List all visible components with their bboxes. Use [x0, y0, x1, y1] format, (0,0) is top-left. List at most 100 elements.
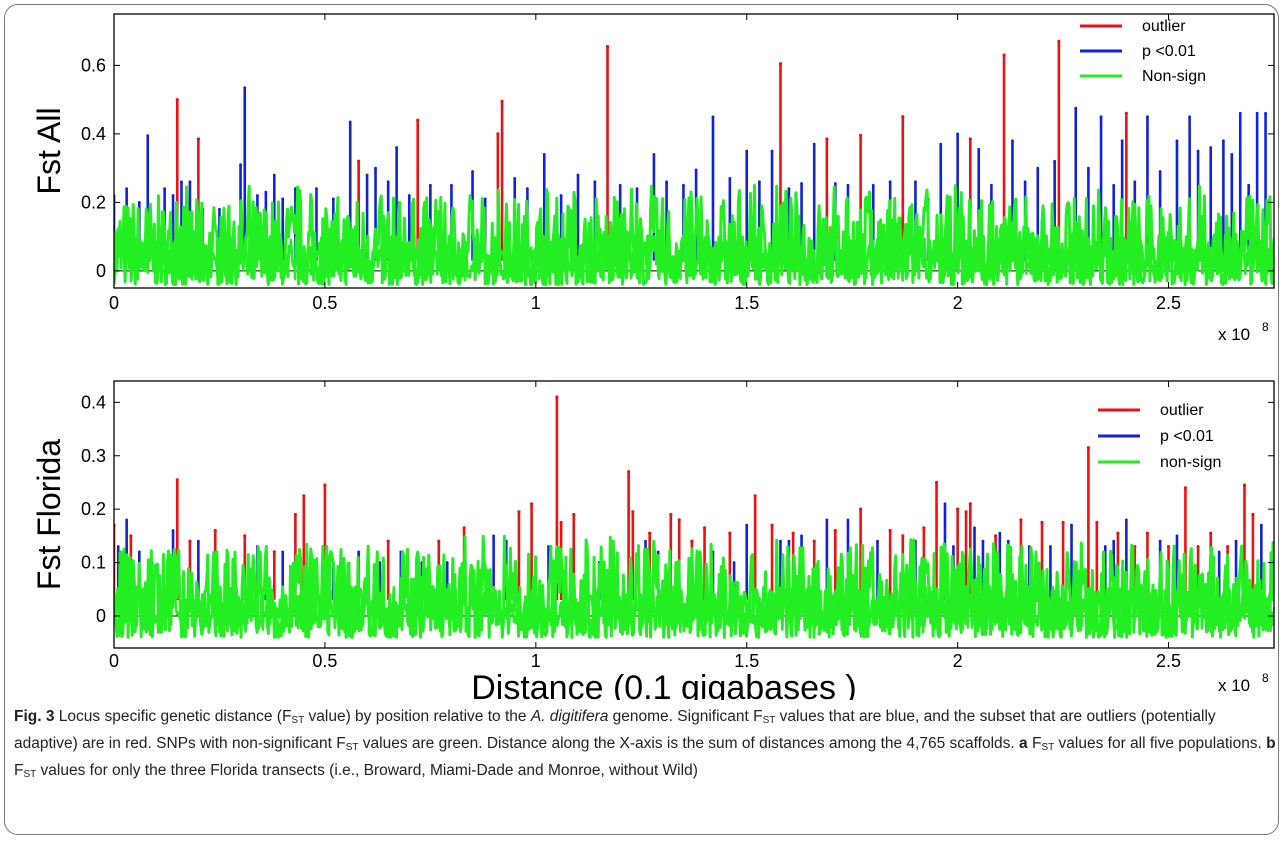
plot-area: [114, 39, 1274, 287]
significant-point: [846, 183, 850, 187]
significant-point: [281, 197, 285, 201]
significant-point: [374, 166, 377, 170]
outlier-point: [753, 494, 757, 498]
outlier-point: [648, 531, 652, 535]
significant-point: [1049, 545, 1052, 548]
y-axis-label: Fst All: [31, 107, 67, 194]
legend: outlier p <0.01 non-sign: [1098, 402, 1221, 471]
significant-point: [1070, 523, 1073, 527]
significant-point: [846, 518, 850, 522]
y-tick-label: 0: [96, 261, 106, 281]
significant-point: [1158, 170, 1162, 173]
legend-label: non-sign: [1160, 454, 1221, 471]
plot-area: [114, 395, 1274, 639]
legend-label: p <0.01: [1142, 43, 1196, 60]
significant-point: [264, 190, 268, 194]
y-tick-label: 0.4: [81, 124, 106, 144]
caption-body: Locus specific genetic distance (FST val…: [14, 708, 1276, 780]
outlier-point: [964, 510, 968, 514]
significant-point: [483, 197, 487, 201]
outlier-point: [833, 528, 837, 533]
outlier-point: [1061, 520, 1065, 525]
outlier-point: [437, 539, 441, 543]
significant-point: [1238, 111, 1242, 115]
caption-part: value) by position relative to the: [304, 708, 531, 725]
significant-point: [833, 182, 837, 185]
significant-point: [559, 194, 563, 197]
outlier-point: [1251, 512, 1255, 517]
outlier-point: [702, 526, 707, 530]
significant-point: [745, 149, 749, 153]
outlier-point: [770, 523, 774, 527]
significant-point: [239, 163, 242, 167]
significant-point: [1221, 139, 1225, 143]
outlier-point: [901, 534, 905, 538]
outlier-point: [357, 159, 361, 163]
x-tick-label: 2.5: [1156, 293, 1181, 313]
significant-point: [492, 534, 496, 538]
significant-point: [1175, 139, 1179, 143]
x-tick-label: 2.5: [1156, 651, 1181, 671]
significant-point: [513, 177, 517, 180]
significant-point: [315, 187, 318, 191]
x-tick-label: 0: [109, 293, 119, 313]
outlier-point: [1095, 520, 1099, 525]
outlier-point: [416, 118, 420, 122]
figure-svg: 0 0.2 0.4 0.6 0 0.5 1 1.5 2 2.5 x 10 8 Fst All outlie…: [31, 13, 1275, 700]
significant-point: [1175, 534, 1179, 538]
caption-part: ST: [345, 742, 359, 753]
outlier-point: [1124, 111, 1128, 115]
x-exponent-power: 8: [1262, 671, 1269, 685]
significant-point: [644, 539, 647, 543]
y-tick-label: 0.4: [81, 392, 106, 412]
outlier-point: [1226, 544, 1230, 549]
significant-point: [1230, 153, 1234, 156]
outlier-point: [825, 137, 829, 141]
significant-point: [1011, 139, 1014, 143]
significant-point: [331, 197, 335, 201]
significant-point: [977, 147, 981, 151]
significant-point: [378, 561, 382, 564]
significant-point: [732, 561, 736, 564]
outlier-point: [1116, 531, 1120, 535]
outlier-point: [778, 62, 783, 66]
significant-point: [348, 120, 352, 124]
outlier-point: [1196, 544, 1200, 549]
outlier-point: [1242, 483, 1247, 487]
significant-point: [525, 187, 529, 191]
significant-point: [1259, 523, 1263, 527]
y-tick-label: 0.2: [81, 192, 106, 212]
significant-point: [1247, 183, 1251, 187]
significant-point: [787, 539, 791, 543]
chart-panel-b: 0 0.1 0.2 0.3 0.4 0 0.5 1 1.5 2 2.5 x 10 8 Fst Florid…: [31, 380, 1275, 700]
outlier-point: [302, 494, 306, 498]
significant-point: [682, 183, 685, 187]
significant-point: [146, 134, 150, 137]
outlier-point: [129, 534, 133, 538]
significant-point: [1188, 115, 1192, 119]
significant-point: [547, 545, 550, 548]
significant-point: [618, 183, 622, 187]
legend-label: outlier: [1142, 18, 1186, 35]
y-tick-label: 0.6: [81, 55, 106, 75]
y-axis-label: Fst Florida: [31, 439, 67, 590]
significant-point: [428, 183, 432, 187]
outlier-point: [922, 526, 926, 530]
caption-part: ST: [1041, 742, 1055, 753]
significant-point: [357, 550, 361, 554]
y-tick-label: 0.2: [81, 499, 106, 519]
significant-point: [1112, 539, 1116, 543]
legend-label: p <0.01: [1160, 428, 1214, 445]
significant-point: [1196, 149, 1200, 153]
significant-point: [1133, 180, 1137, 184]
y-tick-label: 0: [96, 606, 106, 626]
significant-point: [1053, 159, 1057, 163]
outlier-point: [859, 133, 863, 138]
significant-point: [871, 183, 875, 187]
outlier-point: [243, 534, 247, 538]
significant-point: [1087, 166, 1090, 170]
figure-frame: [4, 4, 1279, 835]
significant-point: [171, 194, 175, 197]
legend: outlier p <0.01 Non-sign: [1080, 18, 1206, 85]
significant-point: [445, 561, 449, 564]
